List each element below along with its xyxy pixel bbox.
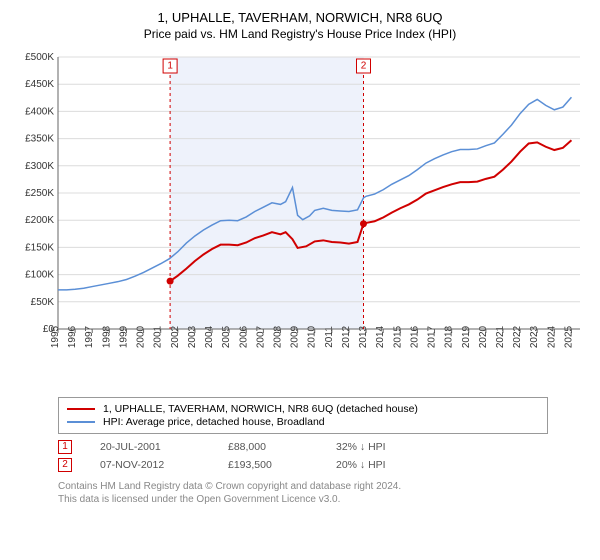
legend-label: 1, UPHALLE, TAVERHAM, NORWICH, NR8 6UQ (…	[103, 403, 418, 415]
point-diff: 32% ↓ HPI	[336, 441, 386, 453]
point-badge-2: 2	[58, 458, 72, 472]
legend: 1, UPHALLE, TAVERHAM, NORWICH, NR8 6UQ (…	[58, 397, 548, 434]
svg-text:£300K: £300K	[25, 161, 54, 172]
attribution-line: This data is licensed under the Open Gov…	[58, 493, 548, 506]
svg-text:£50K: £50K	[31, 297, 55, 308]
data-points-table: 1 20-JUL-2001 £88,000 32% ↓ HPI 2 07-NOV…	[58, 440, 548, 472]
svg-text:£200K: £200K	[25, 215, 54, 226]
chart-subtitle: Price paid vs. HM Land Registry's House …	[10, 27, 590, 41]
chart-title: 1, UPHALLE, TAVERHAM, NORWICH, NR8 6UQ	[10, 10, 590, 25]
attribution-text: Contains HM Land Registry data © Crown c…	[58, 480, 548, 506]
legend-swatch-hpi	[67, 421, 95, 423]
chart-area: £0£50K£100K£150K£200K£250K£300K£350K£400…	[10, 49, 590, 389]
svg-text:1: 1	[167, 61, 173, 72]
svg-text:2: 2	[361, 61, 367, 72]
svg-text:£500K: £500K	[25, 52, 54, 63]
point-diff: 20% ↓ HPI	[336, 459, 386, 471]
svg-text:£150K: £150K	[25, 242, 54, 253]
legend-label: HPI: Average price, detached house, Broa…	[103, 416, 325, 428]
legend-item: HPI: Average price, detached house, Broa…	[67, 416, 539, 428]
point-price: £88,000	[228, 441, 308, 453]
legend-swatch-property	[67, 408, 95, 410]
svg-text:£250K: £250K	[25, 188, 54, 199]
line-chart-svg: £0£50K£100K£150K£200K£250K£300K£350K£400…	[10, 49, 590, 389]
attribution-line: Contains HM Land Registry data © Crown c…	[58, 480, 548, 493]
point-badge-1: 1	[58, 440, 72, 454]
legend-item: 1, UPHALLE, TAVERHAM, NORWICH, NR8 6UQ (…	[67, 403, 539, 415]
svg-text:£350K: £350K	[25, 134, 54, 145]
table-row: 2 07-NOV-2012 £193,500 20% ↓ HPI	[58, 458, 548, 472]
svg-text:£450K: £450K	[25, 79, 54, 90]
svg-text:£100K: £100K	[25, 270, 54, 281]
point-date: 07-NOV-2012	[100, 459, 200, 471]
point-date: 20-JUL-2001	[100, 441, 200, 453]
svg-text:£400K: £400K	[25, 106, 54, 117]
table-row: 1 20-JUL-2001 £88,000 32% ↓ HPI	[58, 440, 548, 454]
point-price: £193,500	[228, 459, 308, 471]
